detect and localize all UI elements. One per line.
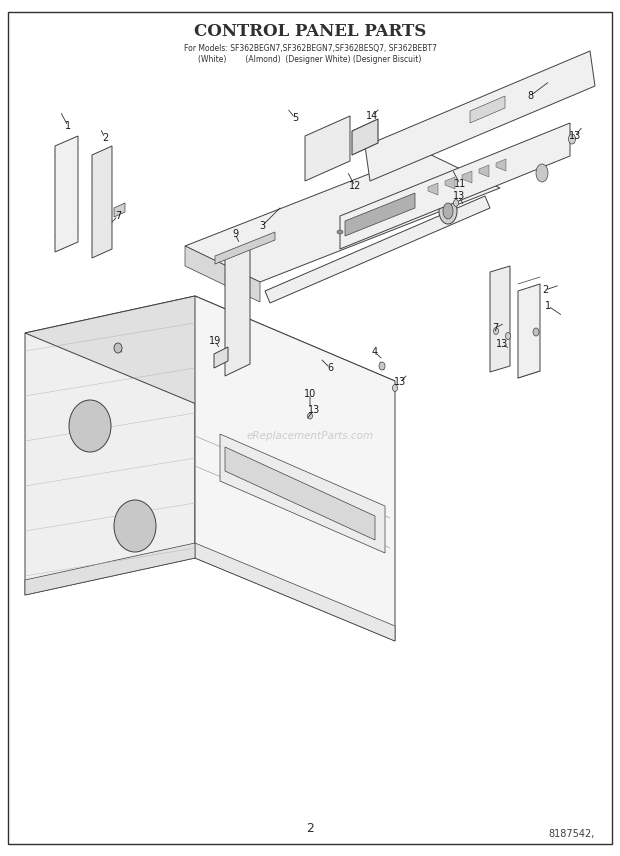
Polygon shape [265, 196, 490, 303]
Polygon shape [490, 266, 510, 372]
Text: 12: 12 [349, 181, 361, 191]
Text: 2: 2 [306, 822, 314, 835]
Polygon shape [195, 543, 395, 641]
Text: 6: 6 [327, 363, 333, 373]
Text: 7: 7 [492, 323, 498, 333]
Ellipse shape [453, 199, 459, 206]
Polygon shape [55, 136, 78, 252]
Polygon shape [25, 543, 195, 595]
Polygon shape [518, 284, 540, 378]
Polygon shape [114, 203, 125, 217]
Text: 1: 1 [545, 301, 551, 311]
Ellipse shape [392, 384, 397, 391]
Text: 2: 2 [102, 133, 108, 143]
Polygon shape [220, 434, 385, 553]
Text: 8187542,: 8187542, [549, 829, 595, 839]
Polygon shape [92, 146, 112, 258]
Ellipse shape [361, 220, 367, 224]
Ellipse shape [337, 230, 343, 234]
Text: CONTROL PANEL PARTS: CONTROL PANEL PARTS [194, 22, 426, 39]
Ellipse shape [439, 198, 457, 224]
Polygon shape [479, 165, 489, 177]
Text: 9: 9 [232, 229, 238, 239]
Polygon shape [185, 246, 260, 302]
Text: 13: 13 [569, 131, 581, 141]
Ellipse shape [494, 328, 498, 335]
Polygon shape [352, 119, 378, 155]
Text: 10: 10 [304, 389, 316, 399]
Polygon shape [445, 177, 455, 189]
Polygon shape [340, 123, 570, 249]
Polygon shape [195, 296, 395, 641]
Text: 1: 1 [65, 121, 71, 131]
Text: 7: 7 [115, 211, 121, 221]
Polygon shape [225, 447, 375, 540]
Ellipse shape [349, 225, 355, 229]
Ellipse shape [533, 328, 539, 336]
Text: 8: 8 [527, 91, 533, 101]
Ellipse shape [114, 343, 122, 353]
Text: 13: 13 [308, 405, 320, 415]
Polygon shape [225, 244, 250, 376]
Ellipse shape [379, 362, 385, 370]
Polygon shape [470, 96, 505, 123]
Ellipse shape [69, 400, 111, 452]
Ellipse shape [505, 332, 510, 340]
Text: eReplacementParts.com: eReplacementParts.com [246, 431, 374, 441]
Text: (White)        (Almond)  (Designer White) (Designer Biscuit): (White) (Almond) (Designer White) (Desig… [198, 55, 422, 63]
Text: 13: 13 [453, 191, 465, 201]
Text: 13: 13 [394, 377, 406, 387]
Text: 2: 2 [542, 285, 548, 295]
Text: 4: 4 [372, 347, 378, 357]
Ellipse shape [443, 203, 453, 219]
Ellipse shape [536, 164, 548, 182]
Text: 14: 14 [366, 111, 378, 121]
Ellipse shape [308, 413, 312, 419]
Polygon shape [25, 296, 395, 418]
Polygon shape [496, 159, 506, 171]
Polygon shape [305, 116, 350, 181]
Polygon shape [214, 347, 228, 368]
Text: For Models: SF362BEGN7,SF362BEGN7,SF362BESQ7, SF362BEBT7: For Models: SF362BEGN7,SF362BEGN7,SF362B… [184, 44, 436, 52]
Polygon shape [365, 51, 595, 181]
Polygon shape [345, 193, 415, 236]
Polygon shape [428, 183, 438, 195]
Text: 5: 5 [292, 113, 298, 123]
Ellipse shape [569, 134, 575, 144]
Text: 19: 19 [209, 336, 221, 346]
Polygon shape [185, 152, 500, 282]
Polygon shape [25, 296, 195, 595]
Ellipse shape [114, 500, 156, 552]
Text: 11: 11 [454, 179, 466, 189]
Polygon shape [462, 171, 472, 183]
Text: 13: 13 [496, 339, 508, 349]
Polygon shape [215, 232, 275, 264]
Text: 3: 3 [259, 221, 265, 231]
